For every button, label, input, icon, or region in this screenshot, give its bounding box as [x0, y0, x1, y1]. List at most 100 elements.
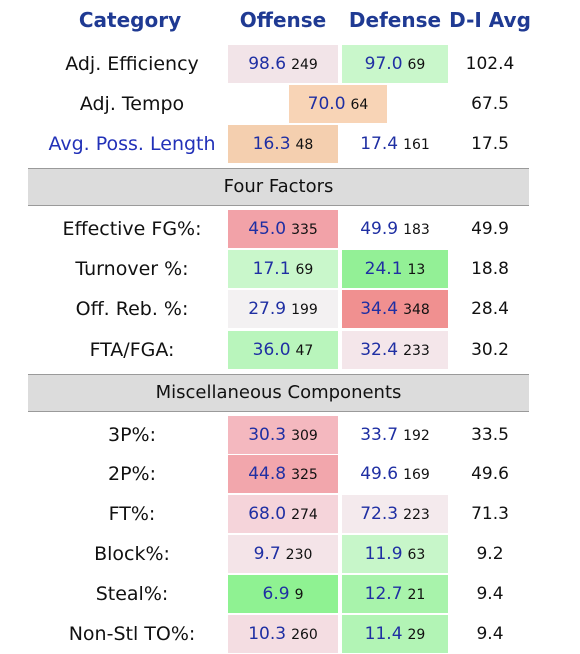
offense-rank: 48 [295, 137, 314, 153]
defense-rank: 161 [403, 137, 430, 153]
defense-value: 34.4 [360, 299, 399, 319]
defense-value: 24.1 [364, 259, 403, 279]
offense-cell: 36.0 47 [228, 331, 338, 369]
defense-cell: 33.7 192 [342, 416, 448, 454]
offense-cell: 16.3 48 [228, 125, 338, 163]
row-label: Non-Stl TO%: [68, 623, 196, 645]
offense-rank: 325 [291, 467, 318, 483]
defense-rank: 169 [403, 467, 430, 483]
defense-value: 33.7 [360, 425, 399, 445]
row-adj-tempo: Adj. Tempo 70.0 64 67.5 [0, 84, 580, 124]
defense-value: 72.3 [360, 504, 399, 524]
row-label: Block%: [94, 543, 170, 565]
row-avg-poss-length: Avg. Poss. Length 16.3 48 17.4 161 17.5 [0, 124, 580, 164]
davg-value: 28.4 [471, 299, 509, 319]
defense-cell: 24.1 13 [342, 250, 448, 288]
row-off-reb: Off. Reb. %: 27.9 199 34.4 348 28.4 [0, 289, 580, 329]
offense-cell: 98.6 249 [228, 45, 338, 83]
row-label: Adj. Efficiency [65, 53, 199, 75]
offense-value: 16.3 [252, 134, 291, 154]
header-davg[interactable]: D-I Avg [449, 8, 531, 32]
offense-rank: 249 [291, 57, 318, 73]
offense-cell: 10.3 260 [228, 615, 338, 653]
row-ft: FT%: 68.0 274 72.3 223 71.3 [0, 494, 580, 534]
offense-value: 17.1 [252, 259, 291, 279]
offense-rank: 335 [291, 222, 318, 238]
row-label: FT%: [108, 503, 156, 525]
davg-value: 71.3 [471, 504, 509, 524]
offense-value: 44.8 [248, 464, 287, 484]
offense-cell: 45.0 335 [228, 210, 338, 248]
defense-cell: 11.4 29 [342, 615, 448, 653]
row-fta-fga: FTA/FGA: 36.0 47 32.4 233 30.2 [0, 330, 580, 370]
row-label: 3P%: [107, 424, 156, 446]
defense-rank: 21 [407, 587, 426, 603]
row-label: 2P%: [107, 463, 156, 485]
offense-rank: 230 [285, 547, 313, 563]
davg-value: 49.9 [471, 219, 509, 239]
davg-value: 9.4 [476, 624, 504, 644]
offense-rank: 9 [294, 587, 304, 603]
davg-value: 30.2 [471, 340, 509, 360]
offense-rank: 274 [291, 507, 318, 523]
offense-rank: 260 [291, 627, 318, 643]
davg-value: 18.8 [471, 259, 509, 279]
defense-rank: 233 [403, 343, 430, 359]
defense-value: 12.7 [364, 584, 403, 604]
offense-rank: 309 [291, 428, 318, 444]
row-effective-fg: Effective FG%: 45.0 335 49.9 183 49.9 [0, 209, 580, 249]
defense-cell: 17.4 161 [342, 125, 448, 163]
row-turnover: Turnover %: 17.1 69 24.1 13 18.8 [0, 249, 580, 289]
defense-rank: 29 [407, 627, 426, 643]
offense-value: 45.0 [248, 219, 287, 239]
tempo-cell: 70.0 64 [289, 85, 387, 123]
offense-value: 27.9 [248, 299, 287, 319]
offense-value: 68.0 [248, 504, 287, 524]
davg-value: 9.4 [476, 584, 504, 604]
defense-value: 17.4 [360, 134, 399, 154]
offense-value: 6.9 [262, 584, 290, 604]
row-label: Steal%: [95, 583, 169, 605]
row-label: Effective FG%: [62, 218, 202, 240]
avg-poss-length-link[interactable]: Avg. Poss. Length [48, 133, 216, 155]
defense-rank: 223 [403, 507, 430, 523]
offense-value: 30.3 [248, 425, 287, 445]
header-offense[interactable]: Offense [239, 8, 327, 32]
offense-cell: 9.7 230 [228, 535, 338, 573]
header-category[interactable]: Category [78, 8, 182, 32]
defense-value: 97.0 [364, 54, 403, 74]
defense-cell: 32.4 233 [342, 331, 448, 369]
offense-rank: 199 [291, 302, 318, 318]
offense-cell: 17.1 69 [228, 250, 338, 288]
row-non-stl-to: Non-Stl TO%: 10.3 260 11.4 29 9.4 [0, 614, 580, 654]
offense-value: 36.0 [252, 340, 291, 360]
defense-cell: 34.4 348 [342, 290, 448, 328]
offense-value: 9.7 [253, 544, 281, 564]
defense-rank: 348 [403, 302, 430, 318]
offense-rank: 69 [295, 262, 314, 278]
offense-cell: 30.3 309 [228, 416, 338, 454]
defense-value: 32.4 [360, 340, 399, 360]
defense-cell: 49.6 169 [342, 455, 448, 493]
offense-cell: 44.8 325 [228, 455, 338, 493]
defense-rank: 192 [403, 428, 430, 444]
defense-rank: 69 [407, 57, 426, 73]
defense-cell: 72.3 223 [342, 495, 448, 533]
section-misc-components: Miscellaneous Components [28, 374, 529, 412]
row-label: Turnover %: [75, 258, 189, 280]
davg-value: 49.6 [471, 464, 509, 484]
defense-rank: 13 [407, 262, 426, 278]
offense-value: 10.3 [248, 624, 287, 644]
davg-value: 17.5 [471, 134, 509, 154]
header-defense[interactable]: Defense [348, 8, 442, 32]
davg-value: 33.5 [471, 425, 509, 445]
row-3p: 3P%: 30.3 309 33.7 192 33.5 [0, 415, 580, 455]
offense-cell: 68.0 274 [228, 495, 338, 533]
defense-value: 49.9 [360, 219, 399, 239]
section-four-factors: Four Factors [28, 168, 529, 206]
defense-rank: 63 [407, 547, 426, 563]
defense-cell: 11.9 63 [342, 535, 448, 573]
offense-cell: 6.9 9 [228, 575, 338, 613]
davg-value: 102.4 [465, 54, 515, 74]
defense-cell: 12.7 21 [342, 575, 448, 613]
